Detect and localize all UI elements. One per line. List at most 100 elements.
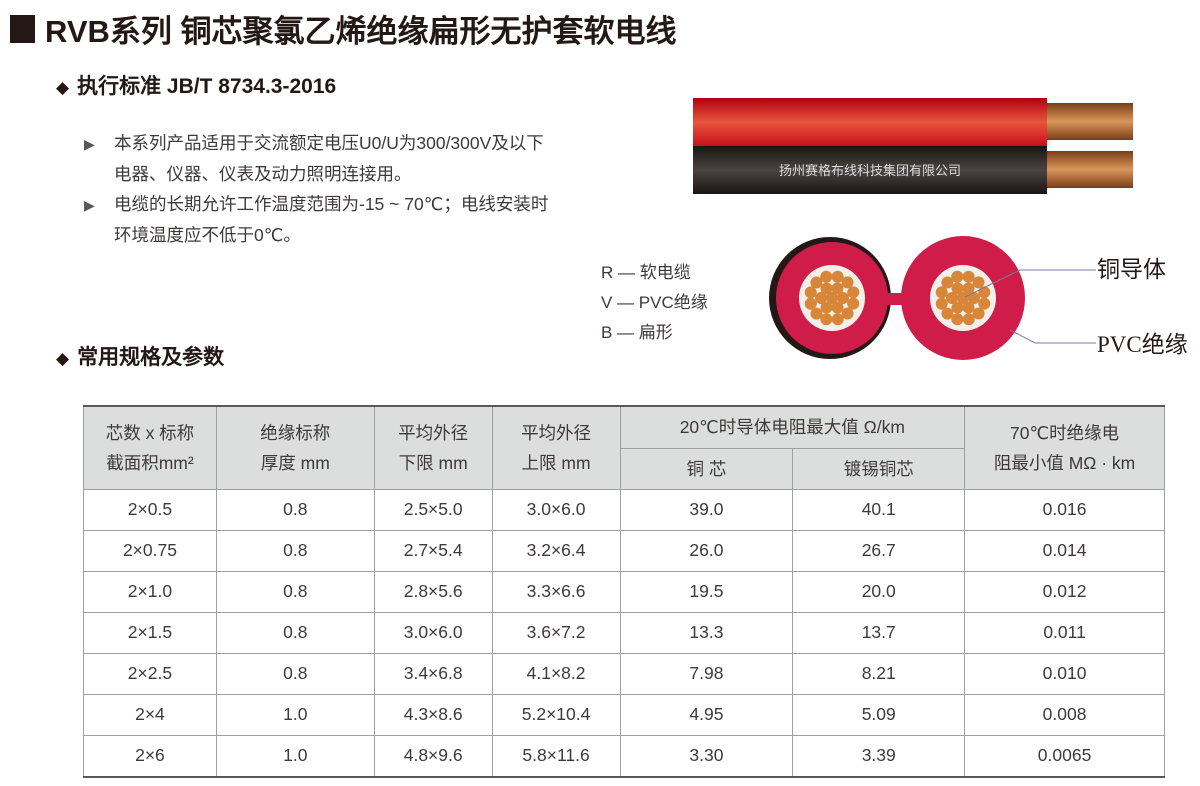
standard-heading: ◆ 执行标准 JB/T 8734.3-2016 (56, 70, 336, 100)
copper-strand (841, 307, 854, 320)
table-cell: 19.5 (619, 570, 794, 613)
copper-strand (946, 292, 958, 304)
triangle-icon: ▶ (84, 197, 95, 213)
table-cell: 0.8 (215, 570, 375, 613)
table-cell: 3.30 (619, 734, 794, 777)
table-row: 2×4 1.0 4.3×8.6 5.2×10.4 4.95 5.09 0.008 (83, 693, 1165, 736)
header-od-min: 平均外径 下限 mm (373, 405, 493, 490)
table-cell: 3.39 (792, 734, 966, 777)
copper-strand (978, 297, 991, 310)
header-size: 芯数 x 标称 截面积mm² (83, 405, 217, 490)
table-cell: 2.8×5.6 (373, 570, 493, 613)
page-title: RVB系列 铜芯聚氯乙烯绝缘扁形无护套软电线 (10, 6, 677, 51)
copper-strand (820, 270, 833, 283)
table-cell: 0.8 (215, 611, 375, 654)
header-tinned-copper: 镀锡铜芯 (792, 447, 966, 490)
insulation-label: PVC绝缘 (1097, 332, 1188, 357)
triangle-icon: ▶ (84, 136, 95, 152)
copper-strand (935, 286, 948, 299)
copper-strand (815, 292, 827, 304)
copper-strand (962, 313, 975, 326)
table-cell: 5.09 (792, 693, 966, 736)
table-row: 2×2.5 0.8 3.4×6.8 4.1×8.2 7.98 8.21 0.010 (83, 652, 1165, 695)
copper-strand (968, 292, 980, 304)
copper-strand (810, 307, 823, 320)
p1-line1: 本系列产品适用于交流额定电压U0/U为300/300V及以下 (114, 133, 544, 153)
copper-strand (804, 286, 817, 299)
table-cell: 3.0×6.0 (373, 611, 493, 654)
header-copper: 铜 芯 (619, 447, 794, 490)
copper-strand (831, 270, 844, 283)
title-text: RVB系列 铜芯聚氯乙烯绝缘扁形无护套软电线 (45, 14, 677, 49)
header-od-max: 平均外径 上限 mm (491, 405, 621, 490)
table-cell: 2×6 (83, 734, 217, 777)
copper-strand (847, 286, 860, 299)
table-cell: 2×2.5 (83, 652, 217, 695)
description: ▶ 本系列产品适用于交流额定电压U0/U为300/300V及以下 电器、仪器、仪表… (84, 128, 548, 250)
copper-strand (951, 282, 964, 295)
copper-strand (826, 292, 838, 304)
black-core (693, 146, 1047, 194)
copper-strand (941, 307, 954, 320)
table-cell: 0.010 (964, 652, 1165, 695)
copper-strand (831, 282, 844, 295)
copper-strand (804, 297, 817, 310)
header-insulation-resistance: 70℃时绝缘电 阻最小值 MΩ · km (964, 405, 1165, 490)
copper-strand (831, 301, 844, 314)
red-core (693, 98, 1047, 146)
legend-v: V — PVC绝缘 (601, 293, 708, 312)
table-cell: 0.008 (964, 693, 1165, 736)
table-cell: 2×1.0 (83, 570, 217, 613)
table-cell: 0.012 (964, 570, 1165, 613)
copper-strand (810, 276, 823, 289)
table-cell: 4.3×8.6 (373, 693, 493, 736)
copper-strand (820, 313, 833, 326)
p2-line1: 电缆的长期允许工作温度范围为-15 ~ 70℃；电线安装时 (114, 194, 549, 214)
table-cell: 40.1 (792, 488, 966, 531)
table-cell: 5.8×11.6 (491, 734, 621, 777)
table-cell: 0.8 (215, 529, 375, 572)
copper-strand (951, 270, 964, 283)
copper-strand (962, 270, 975, 283)
table-row: 2×1.0 0.8 2.8×5.6 3.3×6.6 19.5 20.0 0.012 (83, 570, 1165, 613)
table-cell: 3.2×6.4 (491, 529, 621, 572)
table-row: 2×6 1.0 4.8×9.6 5.8×11.6 3.30 3.39 0.0065 (83, 734, 1165, 777)
table-cell: 3.6×7.2 (491, 611, 621, 654)
conductor-label: 铜导体 (1097, 257, 1166, 282)
table-cell: 3.3×6.6 (491, 570, 621, 613)
table-cell: 13.7 (792, 611, 966, 654)
copper-strand (837, 292, 849, 304)
standard-text: 执行标准 JB/T 8734.3-2016 (77, 75, 337, 98)
table-cell: 4.8×9.6 (373, 734, 493, 777)
p1-line2: 电器、仪器、仪表及动力照明连接用。 (114, 164, 412, 184)
table-cell: 3.0×6.0 (491, 488, 621, 531)
copper-strand (847, 297, 860, 310)
table-cell: 2×1.5 (83, 611, 217, 654)
table-cell: 20.0 (792, 570, 966, 613)
copper-strand (831, 313, 844, 326)
code-legend: R — 软电缆 V — PVC绝缘 B — 扁形 (601, 258, 708, 348)
table-cell: 7.98 (619, 652, 794, 695)
table-cell: 39.0 (619, 488, 794, 531)
copper-strand (820, 301, 833, 314)
copper-strand (962, 282, 975, 295)
copper-end-1 (1047, 103, 1133, 140)
copper-strand (951, 313, 964, 326)
table-cell: 0.0065 (964, 734, 1165, 777)
table-cell: 3.4×6.8 (373, 652, 493, 695)
spec-table: 芯数 x 标称 截面积mm² 绝缘标称 厚度 mm 平均外径 下限 mm 平均外径 上限… (83, 405, 1165, 778)
table-cell: 13.3 (619, 611, 794, 654)
table-row: 2×1.5 0.8 3.0×6.0 3.6×7.2 13.3 13.7 0.011 (83, 611, 1165, 654)
copper-end-2 (1047, 151, 1133, 188)
legend-r: R — 软电缆 (601, 263, 691, 282)
table-cell: 0.011 (964, 611, 1165, 654)
cable-side-image: 扬州赛格布线科技集团有限公司 (693, 98, 1133, 194)
table-row: 2×0.75 0.8 2.7×5.4 3.2×6.4 26.0 26.7 0.014 (83, 529, 1165, 572)
header-thickness: 绝缘标称 厚度 mm (215, 405, 375, 490)
copper-strand (841, 276, 854, 289)
copper-strand (951, 301, 964, 314)
copper-strand (957, 292, 969, 304)
diamond-icon: ◆ (56, 349, 70, 368)
table-cell: 2.7×5.4 (373, 529, 493, 572)
table-cell: 8.21 (792, 652, 966, 695)
